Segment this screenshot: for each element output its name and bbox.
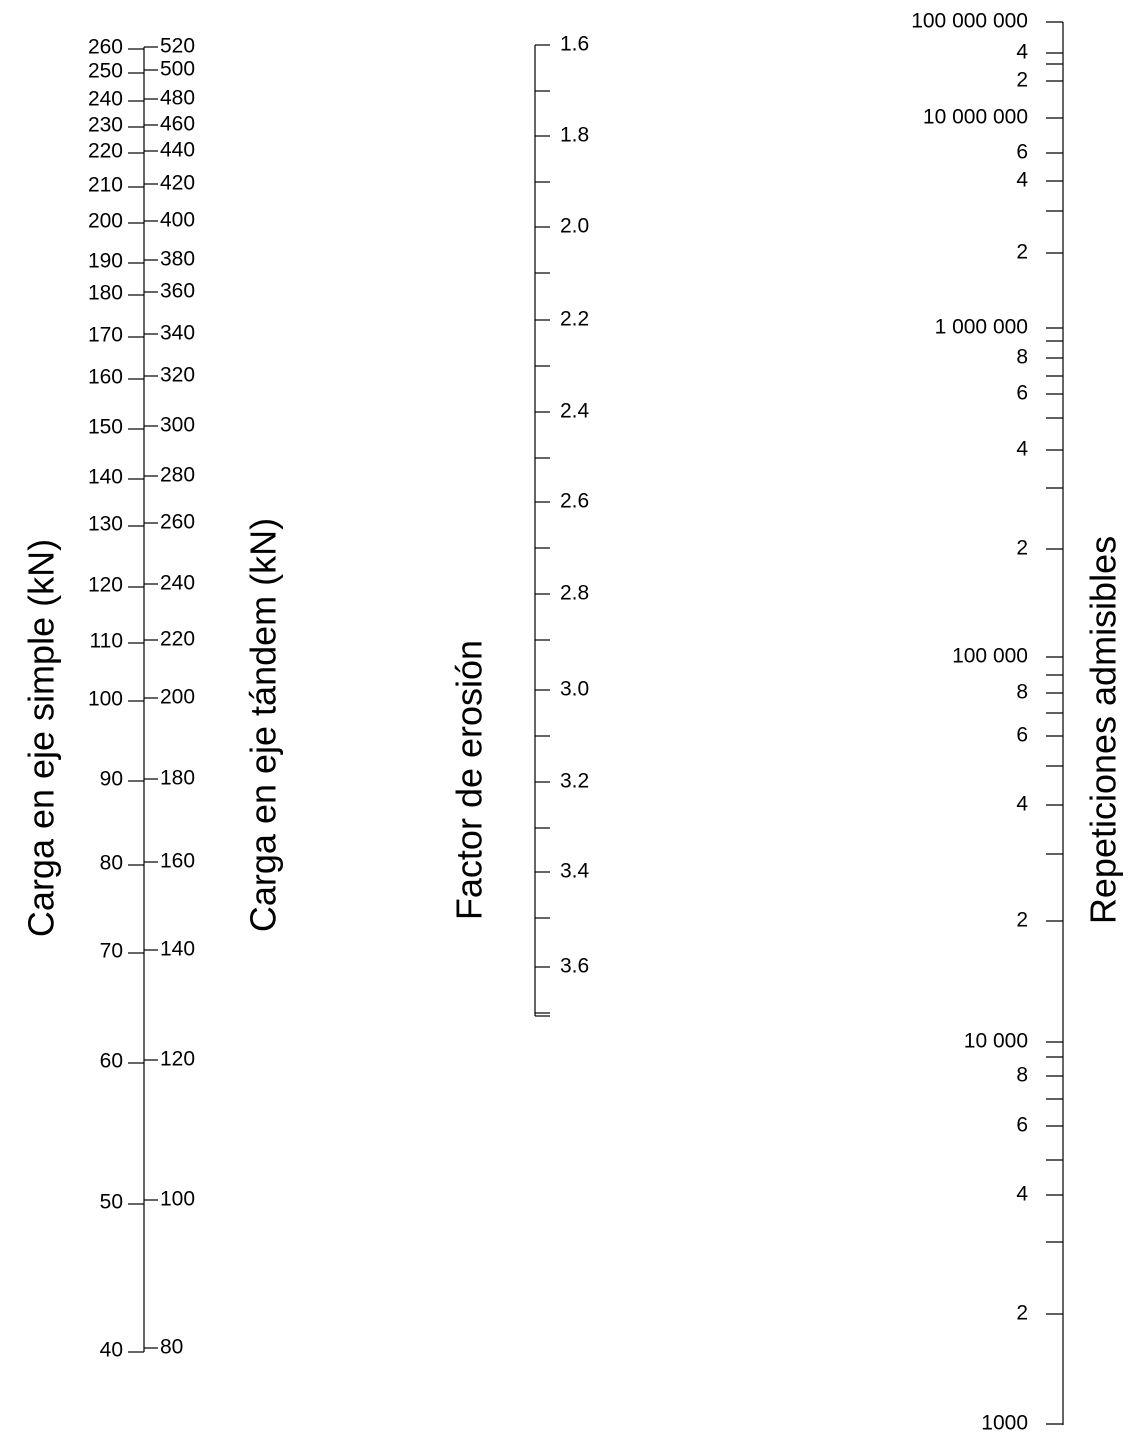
tick-label: 100 — [160, 1188, 195, 1211]
tick-label: 1 000 000 — [935, 316, 1028, 339]
tick-label: 420 — [160, 172, 195, 195]
tick-label: 380 — [160, 248, 195, 271]
axis-title: Factor de erosión — [449, 640, 490, 920]
tick-label: 180 — [88, 282, 123, 305]
tick-label: 480 — [160, 87, 195, 110]
tick-label: 200 — [160, 686, 195, 709]
tick-label: 130 — [88, 513, 123, 536]
tick-label: 8 — [1016, 346, 1028, 369]
tick-label: 200 — [88, 210, 123, 233]
tick-label: 2 — [1016, 69, 1028, 92]
tick-label: 8 — [1016, 1064, 1028, 1087]
tick-label: 1.6 — [560, 33, 589, 56]
tick-label: 250 — [88, 60, 123, 83]
tick-label: 160 — [160, 850, 195, 873]
tick-label: 460 — [160, 113, 195, 136]
tick-label: 70 — [100, 940, 123, 963]
tick-label: 2 — [1016, 909, 1028, 932]
tick-label: 520 — [160, 35, 195, 58]
tick-label: 10 000 000 — [923, 106, 1028, 129]
tick-label: 3.0 — [560, 678, 589, 701]
tick-label: 120 — [88, 574, 123, 597]
tick-label: 3.2 — [560, 770, 589, 793]
tick-label: 1000 — [981, 1412, 1028, 1435]
tick-label: 3.4 — [560, 860, 590, 883]
tick-label: 6 — [1016, 382, 1028, 405]
tick-label: 2.2 — [560, 308, 589, 331]
tick-label: 220 — [88, 140, 123, 163]
axis-title: Carga en eje simple (kN) — [21, 539, 62, 937]
tick-label: 2 — [1016, 241, 1028, 264]
tick-label: 2.0 — [560, 215, 589, 238]
tick-label: 4 — [1016, 438, 1028, 461]
tick-label: 230 — [88, 114, 123, 137]
tick-label: 140 — [160, 938, 195, 961]
tick-label: 120 — [160, 1048, 195, 1071]
tick-label: 260 — [88, 36, 123, 59]
tick-label: 240 — [88, 88, 123, 111]
tick-label: 210 — [88, 174, 123, 197]
tick-label: 4 — [1016, 793, 1028, 816]
tick-label: 160 — [88, 366, 123, 389]
tick-label: 40 — [100, 1339, 123, 1362]
tick-label: 180 — [160, 767, 195, 790]
tick-label: 340 — [160, 322, 195, 345]
tick-label: 2 — [1016, 537, 1028, 560]
tick-label: 3.6 — [560, 955, 589, 978]
tick-label: 280 — [160, 464, 195, 487]
axis-title: Carga en eje tándem (kN) — [243, 518, 284, 932]
tick-label: 150 — [88, 416, 123, 439]
tick-label: 2 — [1016, 1302, 1028, 1325]
tick-label: 1.8 — [560, 124, 589, 147]
tick-label: 100 000 — [952, 645, 1028, 668]
tick-label: 500 — [160, 58, 195, 81]
tick-label: 8 — [1016, 681, 1028, 704]
tick-label: 110 — [90, 630, 123, 653]
tick-label: 60 — [100, 1050, 123, 1073]
tick-label: 240 — [160, 572, 195, 595]
tick-label: 400 — [160, 209, 195, 232]
tick-label: 170 — [88, 324, 123, 347]
tick-label: 2.6 — [560, 490, 589, 513]
tick-label: 100 000 000 — [911, 10, 1028, 33]
tick-label: 260 — [160, 511, 195, 534]
tick-label: 220 — [160, 628, 195, 651]
tick-label: 360 — [160, 280, 195, 303]
tick-label: 190 — [88, 250, 123, 273]
tick-label: 10 000 — [964, 1030, 1028, 1053]
tick-label: 6 — [1016, 141, 1028, 164]
tick-label: 90 — [100, 768, 123, 791]
tick-label: 80 — [100, 852, 123, 875]
tick-label: 6 — [1016, 724, 1028, 747]
tick-label: 6 — [1016, 1114, 1028, 1137]
tick-label: 100 — [88, 688, 123, 711]
tick-label: 80 — [160, 1336, 183, 1359]
tick-label: 2.4 — [560, 400, 590, 423]
tick-label: 4 — [1016, 1183, 1028, 1206]
axis-title: Repeticiones admisibles — [1083, 536, 1124, 924]
tick-label: 140 — [88, 466, 123, 489]
tick-label: 320 — [160, 364, 195, 387]
tick-label: 50 — [100, 1191, 123, 1214]
tick-label: 2.8 — [560, 582, 589, 605]
tick-label: 440 — [160, 139, 195, 162]
tick-label: 4 — [1016, 169, 1028, 192]
tick-label: 300 — [160, 414, 195, 437]
tick-label: 4 — [1016, 41, 1028, 64]
